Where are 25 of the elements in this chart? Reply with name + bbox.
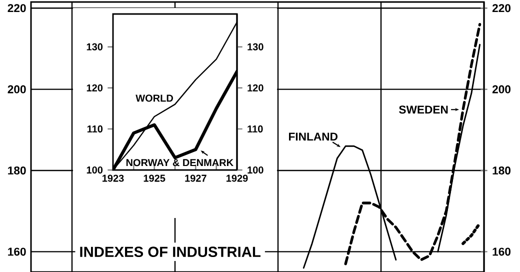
y2-tick-label: 110 bbox=[248, 125, 263, 132]
y2-tick-label: 130 bbox=[248, 43, 264, 50]
text: INDEXES OF INDUSTRIAL bbox=[80, 246, 260, 258]
y2-tick-label: 180 bbox=[492, 166, 510, 175]
y-tick-label: 120 bbox=[86, 84, 103, 92]
x-tick-label: 1929 bbox=[226, 174, 248, 182]
y-tick-label: 220 bbox=[8, 4, 26, 12]
legend-label: NORWAY & DENMARK bbox=[126, 159, 234, 166]
x-tick-label: 1927 bbox=[185, 174, 206, 182]
series-label: WORLD bbox=[136, 94, 173, 102]
y2-tick-label: 120 bbox=[248, 84, 264, 92]
y-tick-label: 200 bbox=[8, 85, 26, 94]
y2-tick-label: 220 bbox=[492, 4, 510, 12]
x-tick-label: 1925 bbox=[144, 174, 166, 182]
y-tick-label: 110 bbox=[87, 125, 103, 132]
y2-tick-label: 100 bbox=[248, 166, 264, 174]
y2-tick-label: 200 bbox=[492, 85, 510, 94]
x-tick-label: 1923 bbox=[102, 174, 124, 182]
y-tick-label: 130 bbox=[86, 43, 103, 50]
y-tick-label: 160 bbox=[8, 248, 26, 256]
y-tick-label: 100 bbox=[86, 166, 103, 174]
y-tick-label: 180 bbox=[8, 166, 26, 175]
legend-label: SWEDEN bbox=[399, 106, 448, 114]
y2-tick-label: 160 bbox=[492, 248, 510, 256]
series-label: FINLAND bbox=[289, 132, 338, 141]
